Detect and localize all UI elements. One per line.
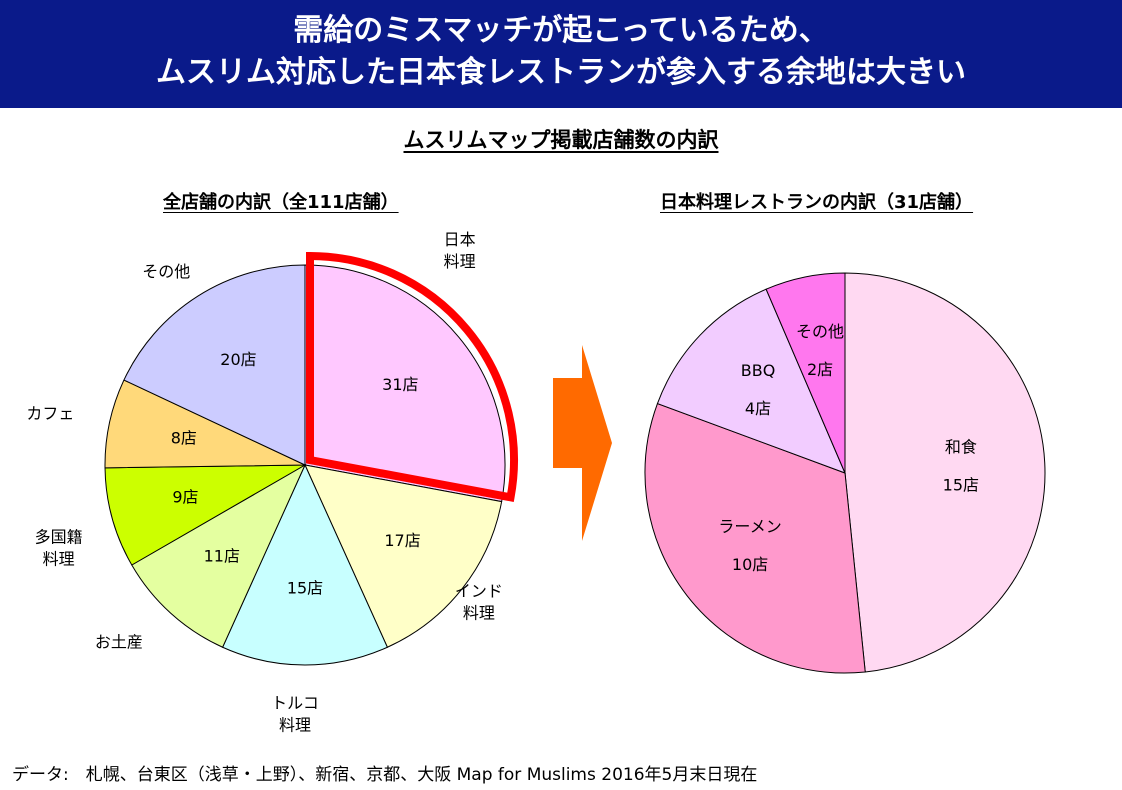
slice-value-2: 17店	[384, 531, 420, 550]
slice-name-2-line1: インド	[455, 582, 503, 601]
slice-name-3: BBQ	[741, 361, 776, 380]
slice-name-2: ラーメン	[718, 517, 781, 536]
slice-name-7: その他	[142, 262, 190, 281]
slice-value-2: 10店	[732, 555, 768, 574]
slice-name-3-line2: 料理	[279, 716, 311, 735]
pie-slice-5	[104, 464, 307, 566]
arrow-icon	[553, 345, 612, 541]
slice-name-3-line1: トルコ	[271, 694, 319, 713]
slice-value-1: 31店	[382, 375, 418, 394]
highlight-outline	[306, 251, 518, 502]
slice-value-3: 15店	[287, 579, 323, 598]
pie-slice-4	[131, 463, 307, 648]
pie-slice-3	[656, 288, 846, 474]
pie-slice-2	[644, 402, 866, 674]
section-title: ムスリムマップ掲載店舗数の内訳	[403, 128, 719, 152]
slice-name-1: 和食	[945, 438, 977, 457]
slice-name-1-line2: 料理	[444, 252, 476, 271]
slice-name-2-line2: 料理	[463, 604, 495, 623]
pie-slice-1	[304, 264, 506, 503]
slice-value-5: 9店	[172, 487, 198, 506]
chart-title-all-stores: 全店舗の内訳（全111店舗）	[163, 192, 399, 213]
header-banner: 需給のミスマッチが起こっているため、 ムスリム対応した日本食レストランが参入する…	[0, 0, 1122, 108]
pie-slice-1	[844, 272, 1046, 673]
slice-value-4: 11店	[204, 546, 240, 565]
pie-slice-2	[304, 464, 503, 648]
slice-name-1-line1: 日本	[444, 230, 476, 249]
pie-slice-3	[221, 463, 389, 666]
chart-title-japanese: 日本料理レストランの内訳（31店舗）	[660, 192, 974, 213]
pie-slice-7	[123, 264, 306, 466]
slice-name-6: カフェ	[26, 404, 74, 423]
slice-name-4: お土産	[95, 632, 143, 651]
slice-value-7: 20店	[220, 350, 256, 369]
slice-name-4: その他	[796, 322, 844, 341]
footer-data-source: データ: 札幌、台東区（浅草・上野）、新宿、京都、大阪 Map for Musl…	[12, 765, 758, 785]
header-line-2: ムスリム対応した日本食レストランが参入する余地は大きい	[156, 55, 966, 90]
pie-chart-all-stores: 31店日本料理17店インド料理15店トルコ料理11店お土産9店多国籍料理8店カフ…	[26, 230, 518, 735]
header-line-1: 需給のミスマッチが起こっているため、	[293, 13, 829, 48]
slice-value-1: 15店	[943, 476, 979, 495]
slice-value-3: 4店	[745, 399, 771, 418]
slice-name-5-line1: 多国籍	[35, 527, 83, 546]
slice-value-6: 8店	[171, 428, 197, 447]
pie-slice-4	[765, 272, 846, 474]
slice-name-5-line2: 料理	[43, 549, 75, 568]
slice-value-4: 2店	[807, 360, 833, 379]
